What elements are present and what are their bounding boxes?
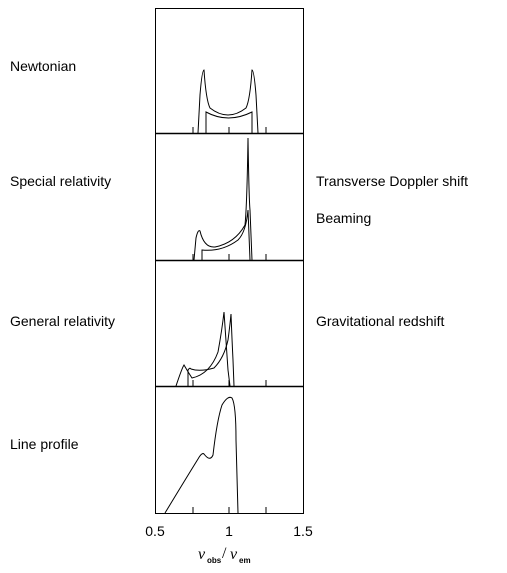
x-axis-sub-obs: obs bbox=[207, 556, 222, 565]
x-tick-label-2: 1.5 bbox=[293, 523, 313, 539]
line-profile-curve bbox=[164, 396, 239, 514]
panel-ticks bbox=[192, 127, 267, 513]
special-relativity-profiles bbox=[193, 137, 253, 261]
general-relativity-profiles bbox=[175, 311, 235, 387]
x-axis-sub-em: em bbox=[239, 556, 251, 565]
x-tick-label-1: 1 bbox=[225, 523, 233, 539]
x-axis-nu-1: ν bbox=[198, 546, 206, 563]
newtonian-profiles bbox=[197, 69, 259, 134]
x-axis-slash: / bbox=[222, 545, 227, 562]
label-transverse-doppler-shift: Transverse Doppler shift bbox=[316, 173, 468, 189]
x-tick-label-0: 0.5 bbox=[145, 523, 165, 539]
label-general-relativity: General relativity bbox=[10, 313, 116, 329]
label-line-profile: Line profile bbox=[10, 436, 79, 452]
x-axis-nu-2: ν bbox=[230, 546, 238, 563]
label-special-relativity: Special relativity bbox=[10, 173, 112, 189]
label-newtonian: Newtonian bbox=[10, 58, 77, 74]
label-gravitational-redshift: Gravitational redshift bbox=[316, 313, 445, 329]
x-axis-label: ν obs / ν em bbox=[198, 545, 251, 565]
label-beaming: Beaming bbox=[316, 210, 372, 226]
